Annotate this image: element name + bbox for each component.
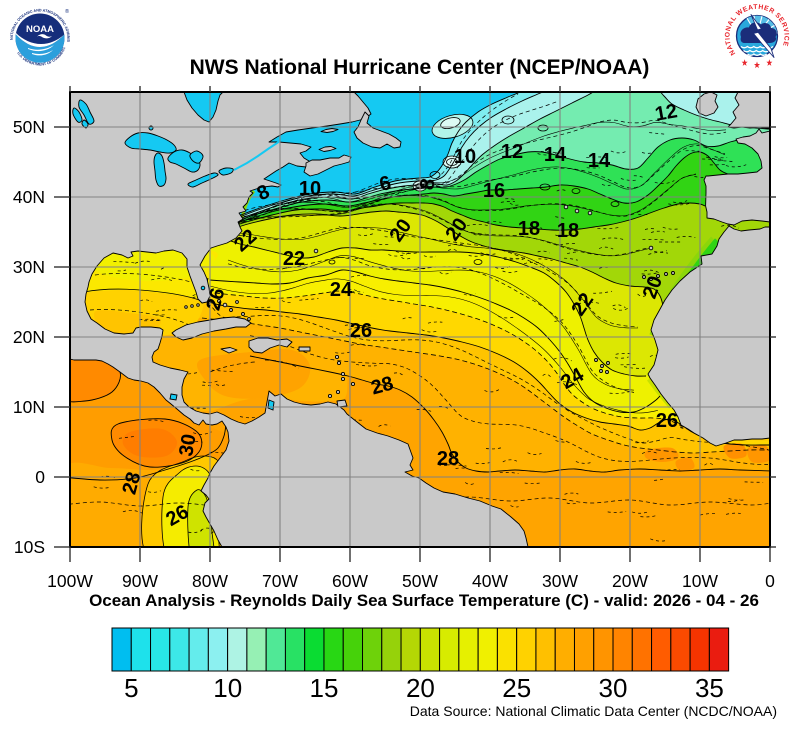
svg-text:25: 25 [502,673,531,703]
svg-text:20: 20 [406,673,435,703]
svg-text:Data Source: National Climatic: Data Source: National Climatic Data Cent… [410,703,777,719]
svg-text:18: 18 [557,220,579,242]
svg-text:80W: 80W [192,571,228,591]
svg-text:30: 30 [175,432,201,458]
svg-text:10: 10 [213,673,242,703]
svg-text:NWS National Hurricane Center: NWS National Hurricane Center (NCEP/NOAA… [190,56,650,79]
svg-text:0: 0 [765,571,775,591]
svg-text:16: 16 [483,180,505,202]
svg-text:10N: 10N [13,397,45,417]
svg-text:®: ® [65,8,69,15]
svg-text:60W: 60W [332,571,368,591]
svg-text:18: 18 [518,218,540,240]
svg-text:22: 22 [283,248,305,270]
svg-text:24: 24 [330,279,353,301]
svg-text:6: 6 [377,172,393,196]
svg-text:10S: 10S [14,537,45,557]
svg-text:40N: 40N [13,187,45,207]
svg-text:26: 26 [350,320,372,342]
svg-text:NOAA: NOAA [26,24,54,35]
svg-text:5: 5 [124,673,138,703]
svg-text:28: 28 [437,448,459,470]
svg-text:30N: 30N [13,257,45,277]
svg-text:40W: 40W [472,571,508,591]
svg-text:70W: 70W [262,571,298,591]
svg-text:12: 12 [653,100,679,126]
svg-text:12: 12 [501,141,523,163]
svg-text:10: 10 [299,178,321,200]
svg-text:8: 8 [416,177,440,192]
svg-text:50N: 50N [13,117,45,137]
svg-text:30W: 30W [542,571,578,591]
svg-text:10: 10 [454,146,476,168]
svg-text:90W: 90W [122,571,158,591]
svg-text:26: 26 [656,410,678,432]
svg-text:15: 15 [310,673,339,703]
svg-text:14: 14 [544,144,567,166]
svg-text:14: 14 [588,150,611,172]
svg-text:20N: 20N [13,327,45,347]
svg-text:30: 30 [599,673,628,703]
svg-text:50W: 50W [402,571,438,591]
svg-text:20W: 20W [612,571,648,591]
svg-text:35: 35 [695,673,724,703]
svg-text:Ocean Analysis - Reynolds Dail: Ocean Analysis - Reynolds Daily Sea Surf… [89,591,759,610]
svg-text:0: 0 [35,467,45,487]
svg-text:10W: 10W [682,571,718,591]
svg-text:100W: 100W [47,571,93,591]
